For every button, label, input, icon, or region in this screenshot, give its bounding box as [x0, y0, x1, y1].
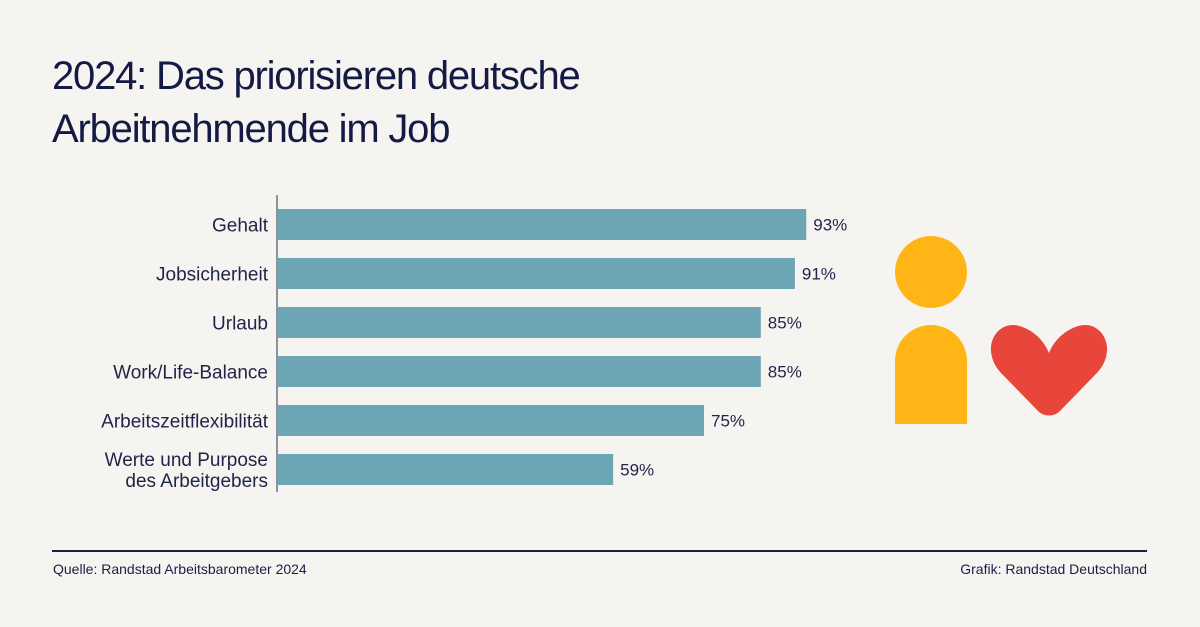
bar	[278, 405, 704, 436]
value-label: 59%	[620, 461, 654, 480]
bar	[278, 307, 761, 338]
category-label-line: des Arbeitgebers	[125, 471, 268, 492]
category-label-line: Work/Life-Balance	[113, 363, 268, 384]
value-label: 93%	[813, 216, 847, 235]
chart-title: 2024: Das priorisieren deutsche Arbeitne…	[52, 50, 752, 156]
bar	[278, 356, 761, 387]
category-label: Jobsicherheit	[156, 265, 269, 286]
bar	[278, 258, 795, 289]
category-label: Urlaub	[212, 314, 268, 335]
bars-group: Gehalt 93% Jobsicherheit 91% Urlaub 85% Work/L…	[101, 209, 847, 492]
category-label: Arbeitszeitflexibilität	[101, 412, 269, 433]
illustration	[895, 236, 1108, 424]
bar	[278, 209, 807, 240]
category-label-line: Gehalt	[212, 216, 269, 237]
person-head	[895, 236, 967, 308]
value-label: 91%	[802, 265, 836, 284]
footer-divider	[52, 550, 1147, 552]
value-label: 75%	[711, 412, 745, 431]
bar	[278, 454, 614, 485]
category-label-line: Jobsicherheit	[156, 265, 269, 286]
person-icon	[895, 236, 967, 424]
category-label-line: Urlaub	[212, 314, 268, 335]
value-label: 85%	[768, 314, 802, 333]
category-label-line: Werte und Purpose	[105, 450, 268, 471]
chart-title-line-2: Arbeitnehmende im Job	[52, 107, 450, 151]
category-label-line: Arbeitszeitflexibilität	[101, 412, 269, 433]
person-body	[895, 325, 967, 424]
heart-icon	[990, 325, 1108, 416]
category-label: Work/Life-Balance	[113, 363, 268, 384]
category-label: Werte und Purpose des Arbeitgebers	[105, 450, 268, 492]
value-label: 85%	[768, 363, 802, 382]
chart-title-line-1: 2024: Das priorisieren deutsche	[52, 54, 581, 98]
source-note: Quelle: Randstad Arbeitsbarometer 2024	[53, 561, 307, 577]
category-label: Gehalt	[212, 216, 269, 237]
credit-note: Grafik: Randstad Deutschland	[960, 561, 1147, 577]
